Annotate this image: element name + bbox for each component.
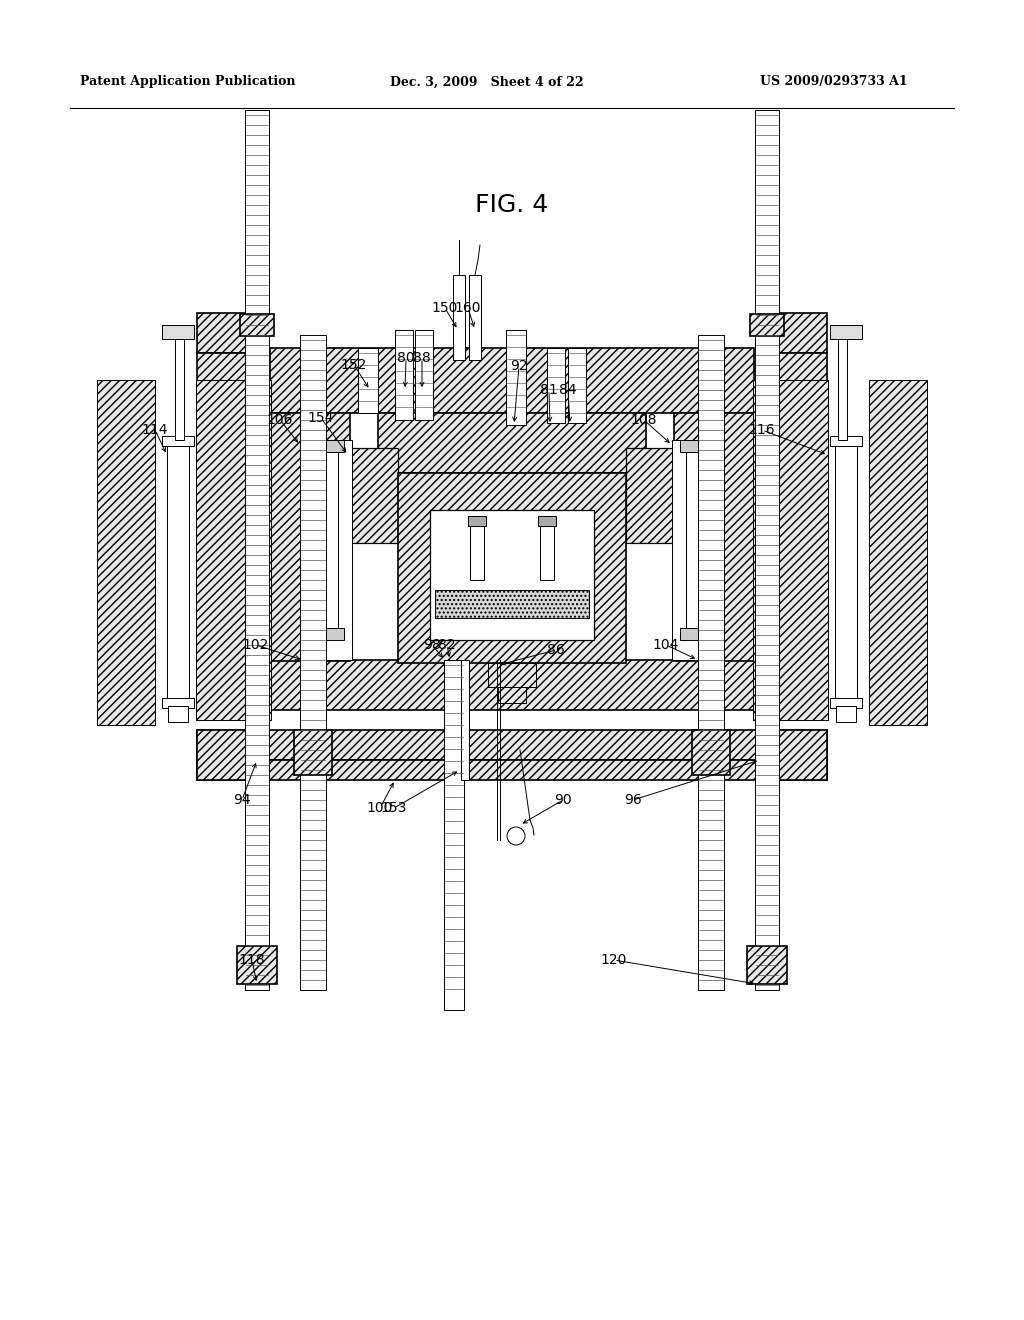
Text: 86: 86: [547, 643, 565, 657]
Bar: [435, 590, 589, 618]
Bar: [746, 946, 787, 983]
Text: 104: 104: [653, 638, 679, 652]
Bar: [395, 330, 413, 420]
Text: 98: 98: [423, 638, 441, 652]
Bar: [461, 660, 469, 780]
Bar: [175, 335, 184, 440]
Bar: [680, 628, 716, 640]
Text: 80: 80: [397, 351, 415, 366]
Bar: [197, 730, 827, 760]
Text: 153: 153: [381, 801, 408, 814]
Bar: [415, 330, 433, 420]
Bar: [750, 314, 784, 337]
Bar: [626, 447, 674, 543]
Bar: [469, 275, 481, 360]
Text: 84: 84: [559, 383, 577, 397]
Bar: [540, 520, 554, 579]
Bar: [772, 730, 827, 780]
Text: 90: 90: [554, 793, 571, 807]
Bar: [453, 275, 465, 360]
Bar: [196, 380, 271, 719]
Text: 102: 102: [243, 638, 269, 652]
Bar: [680, 440, 716, 451]
Bar: [162, 325, 194, 339]
Bar: [300, 440, 352, 660]
Bar: [444, 660, 464, 1010]
Bar: [167, 440, 189, 700]
Text: 100: 100: [367, 801, 393, 814]
Text: 94: 94: [233, 793, 251, 807]
Text: 154: 154: [308, 411, 334, 425]
Bar: [830, 436, 862, 446]
Bar: [308, 440, 344, 451]
Bar: [772, 313, 827, 352]
Text: 114: 114: [141, 422, 168, 437]
Bar: [300, 335, 326, 990]
Text: 92: 92: [510, 359, 527, 374]
Text: 96: 96: [624, 793, 642, 807]
Bar: [308, 628, 344, 640]
Text: Dec. 3, 2009   Sheet 4 of 22: Dec. 3, 2009 Sheet 4 of 22: [390, 75, 584, 88]
Bar: [168, 706, 188, 722]
Bar: [488, 663, 536, 686]
Bar: [468, 516, 486, 525]
Bar: [245, 110, 269, 990]
Bar: [698, 335, 724, 990]
Bar: [755, 110, 779, 990]
Bar: [838, 335, 847, 440]
Bar: [358, 348, 378, 413]
Bar: [197, 352, 827, 383]
Bar: [237, 946, 278, 983]
Bar: [835, 440, 857, 700]
Bar: [674, 413, 754, 661]
Text: 160: 160: [455, 301, 481, 315]
Bar: [672, 440, 724, 660]
Bar: [197, 730, 252, 780]
Bar: [240, 314, 274, 337]
Text: 116: 116: [749, 422, 775, 437]
Text: 81: 81: [540, 383, 558, 397]
Bar: [378, 413, 646, 473]
Text: FIG. 4: FIG. 4: [475, 193, 549, 216]
Text: 106: 106: [266, 413, 293, 426]
Bar: [314, 447, 338, 628]
Bar: [869, 380, 927, 725]
Text: US 2009/0293733 A1: US 2009/0293733 A1: [760, 75, 907, 88]
Text: 82: 82: [438, 638, 456, 652]
Bar: [470, 520, 484, 579]
Text: 152: 152: [341, 358, 368, 372]
Bar: [350, 447, 398, 543]
Bar: [836, 706, 856, 722]
Bar: [506, 330, 526, 425]
Bar: [398, 473, 626, 663]
Text: 118: 118: [239, 953, 265, 968]
Bar: [753, 380, 828, 719]
Bar: [692, 730, 730, 775]
Bar: [294, 730, 332, 775]
Bar: [568, 348, 586, 422]
Text: 120: 120: [601, 953, 627, 968]
Bar: [547, 348, 565, 422]
Bar: [430, 510, 594, 640]
Bar: [830, 325, 862, 339]
Bar: [830, 698, 862, 708]
Bar: [197, 760, 827, 780]
Bar: [686, 447, 710, 628]
Bar: [162, 698, 194, 708]
Bar: [97, 380, 155, 725]
Text: 88: 88: [413, 351, 431, 366]
Bar: [538, 516, 556, 525]
Bar: [162, 436, 194, 446]
Text: 150: 150: [432, 301, 458, 315]
Bar: [270, 348, 754, 413]
Text: 108: 108: [631, 413, 657, 426]
Text: Patent Application Publication: Patent Application Publication: [80, 75, 296, 88]
Bar: [270, 660, 754, 710]
Bar: [498, 686, 526, 704]
Bar: [270, 413, 350, 661]
Bar: [197, 313, 252, 352]
